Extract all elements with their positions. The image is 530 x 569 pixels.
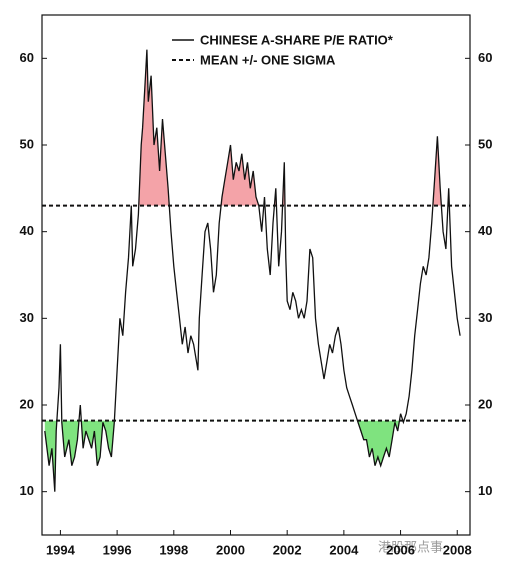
plot-frame	[41, 14, 471, 536]
y2-tick-label: 30	[478, 310, 492, 325]
y-tick-label: 30	[20, 310, 34, 325]
pe-line	[44, 49, 461, 492]
y-tick-label: 60	[20, 50, 34, 65]
shade-above	[44, 49, 461, 206]
x-tick-label: 1996	[103, 542, 132, 557]
y2-tick-label: 40	[478, 223, 492, 238]
shade-below	[44, 420, 461, 492]
y2-tick-label: 50	[478, 136, 492, 151]
x-tick-label: 2004	[329, 542, 359, 557]
x-tick-label: 2008	[443, 542, 472, 557]
x-tick-label: 2000	[216, 542, 245, 557]
x-tick-label: 1998	[159, 542, 188, 557]
x-tick-label: 2006	[386, 542, 415, 557]
y-tick-label: 40	[20, 223, 34, 238]
y2-tick-label: 20	[478, 396, 492, 411]
y-tick-label: 20	[20, 396, 34, 411]
y2-tick-label: 10	[478, 483, 492, 498]
watermark: 港股那点事	[378, 539, 443, 554]
y2-tick-label: 60	[478, 50, 492, 65]
legend-label: MEAN +/- ONE SIGMA	[200, 52, 336, 67]
y-tick-label: 10	[20, 483, 34, 498]
y-tick-label: 50	[20, 136, 34, 151]
legend-label: CHINESE A-SHARE P/E RATIO*	[200, 32, 394, 47]
x-tick-label: 1994	[46, 542, 76, 557]
x-tick-label: 2002	[273, 542, 302, 557]
